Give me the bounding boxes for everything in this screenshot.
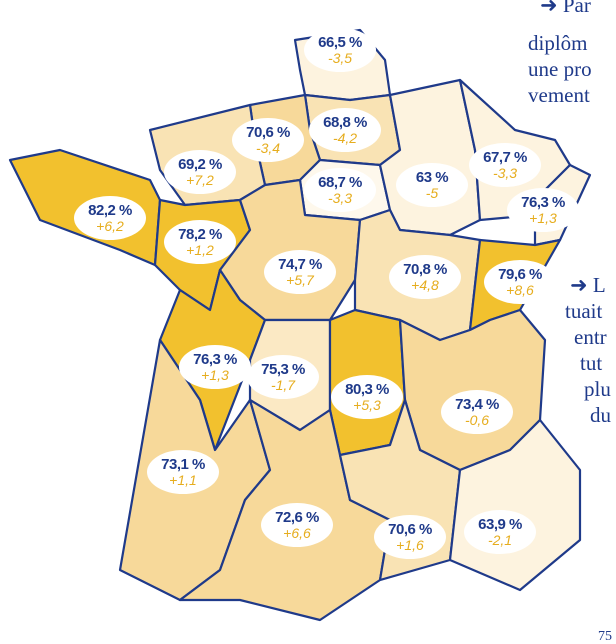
region-value: 69,2 % — [178, 156, 222, 173]
side-line: plu — [584, 377, 611, 401]
region-change: +1,3 — [201, 367, 229, 383]
side-line: vement — [528, 83, 590, 107]
label-bg — [179, 345, 251, 389]
side-line: tut — [580, 351, 602, 375]
side-line: une pro — [528, 57, 592, 81]
region-label: 82,2 %+6,2 — [74, 196, 146, 240]
region-label: 78,2 %+1,2 — [164, 220, 236, 264]
side-number: 75 — [598, 629, 612, 644]
region-change: +5,7 — [286, 272, 315, 288]
region-change: +4,8 — [411, 277, 439, 293]
region-value: 73,1 % — [161, 456, 205, 473]
side-line: entr — [574, 325, 607, 349]
region-label: 75,3 %-1,7 — [247, 355, 319, 399]
region-change: +1,2 — [186, 242, 214, 258]
region-change: +5,3 — [353, 397, 381, 413]
region-value: 78,2 % — [178, 226, 222, 243]
region-value: 70,6 % — [246, 124, 290, 141]
region-change: -3,4 — [256, 140, 280, 156]
label-bg — [309, 108, 381, 152]
label-bg — [389, 255, 461, 299]
region-value: 68,7 % — [318, 174, 362, 191]
region-change: +1,3 — [529, 210, 557, 226]
region-change: +8,6 — [506, 282, 534, 298]
region-value: 70,6 % — [388, 521, 432, 538]
label-bg — [74, 196, 146, 240]
region-label: 66,5 %-3,5 — [304, 28, 376, 72]
label-bg — [164, 150, 236, 194]
region-value: 70,8 % — [403, 261, 447, 278]
region-change: -3,3 — [328, 190, 352, 206]
region-change: -5 — [426, 185, 439, 201]
region-change: -0,6 — [465, 412, 489, 428]
side-line: du — [590, 403, 612, 427]
label-bg — [331, 375, 403, 419]
side-line: ➜ L — [570, 273, 606, 297]
label-bg — [261, 503, 333, 547]
label-bg — [304, 168, 376, 212]
region-label: 68,8 %-4,2 — [309, 108, 381, 152]
label-bg — [164, 220, 236, 264]
side-line: ➜ Par — [540, 0, 591, 17]
label-bg — [304, 28, 376, 72]
region-change: +1,1 — [169, 472, 197, 488]
label-bg — [507, 188, 579, 232]
region-value: 63,9 % — [478, 516, 522, 533]
region-value: 66,5 % — [318, 34, 362, 51]
region-value: 80,3 % — [345, 381, 389, 398]
label-bg — [469, 143, 541, 187]
region-change: -3,3 — [493, 165, 517, 181]
side-line: tuait — [565, 299, 602, 323]
region-value: 79,6 % — [498, 266, 542, 283]
label-bg — [247, 355, 319, 399]
region-value: 63 % — [416, 169, 448, 186]
label-bg — [484, 260, 556, 304]
region-label: 72,6 %+6,6 — [261, 503, 333, 547]
region-change: +6,6 — [283, 525, 311, 541]
region-change: +7,2 — [186, 172, 214, 188]
region-value: 76,3 % — [193, 351, 237, 368]
region-label: 70,6 %+1,6 — [374, 515, 446, 559]
region-label: 68,7 %-3,3 — [304, 168, 376, 212]
region-label: 74,7 %+5,7 — [264, 250, 336, 294]
region-label: 80,3 %+5,3 — [331, 375, 403, 419]
label-bg — [396, 163, 468, 207]
label-bg — [232, 118, 304, 162]
label-bg — [464, 510, 536, 554]
label-bg — [374, 515, 446, 559]
label-bg — [147, 450, 219, 494]
label-bg — [441, 390, 513, 434]
region-value: 73,4 % — [455, 396, 499, 413]
region-value: 72,6 % — [275, 509, 319, 526]
region-label: 76,3 %+1,3 — [507, 188, 579, 232]
region-label: 79,6 %+8,6 — [484, 260, 556, 304]
region-label: 67,7 %-3,3 — [469, 143, 541, 187]
region-value: 76,3 % — [521, 194, 565, 211]
region-value: 75,3 % — [261, 361, 305, 378]
region-label: 76,3 %+1,3 — [179, 345, 251, 389]
region-change: +1,6 — [396, 537, 424, 553]
region-change: -4,2 — [333, 130, 357, 146]
region-value: 82,2 % — [88, 202, 132, 219]
region-value: 68,8 % — [323, 114, 367, 131]
region-change: +6,2 — [96, 218, 124, 234]
region-label: 63 %-5 — [396, 163, 468, 207]
side-line: diplôm — [528, 31, 588, 55]
region-label: 63,9 %-2,1 — [464, 510, 536, 554]
label-bg — [264, 250, 336, 294]
region-change: -3,5 — [328, 50, 352, 66]
region-label: 73,1 %+1,1 — [147, 450, 219, 494]
region-change: -1,7 — [271, 377, 296, 393]
region-value: 67,7 % — [483, 149, 527, 166]
region-label: 70,8 %+4,8 — [389, 255, 461, 299]
region-change: -2,1 — [488, 532, 512, 548]
region-label: 73,4 %-0,6 — [441, 390, 513, 434]
region-value: 74,7 % — [278, 256, 322, 273]
region-label: 69,2 %+7,2 — [164, 150, 236, 194]
region-label: 70,6 %-3,4 — [232, 118, 304, 162]
